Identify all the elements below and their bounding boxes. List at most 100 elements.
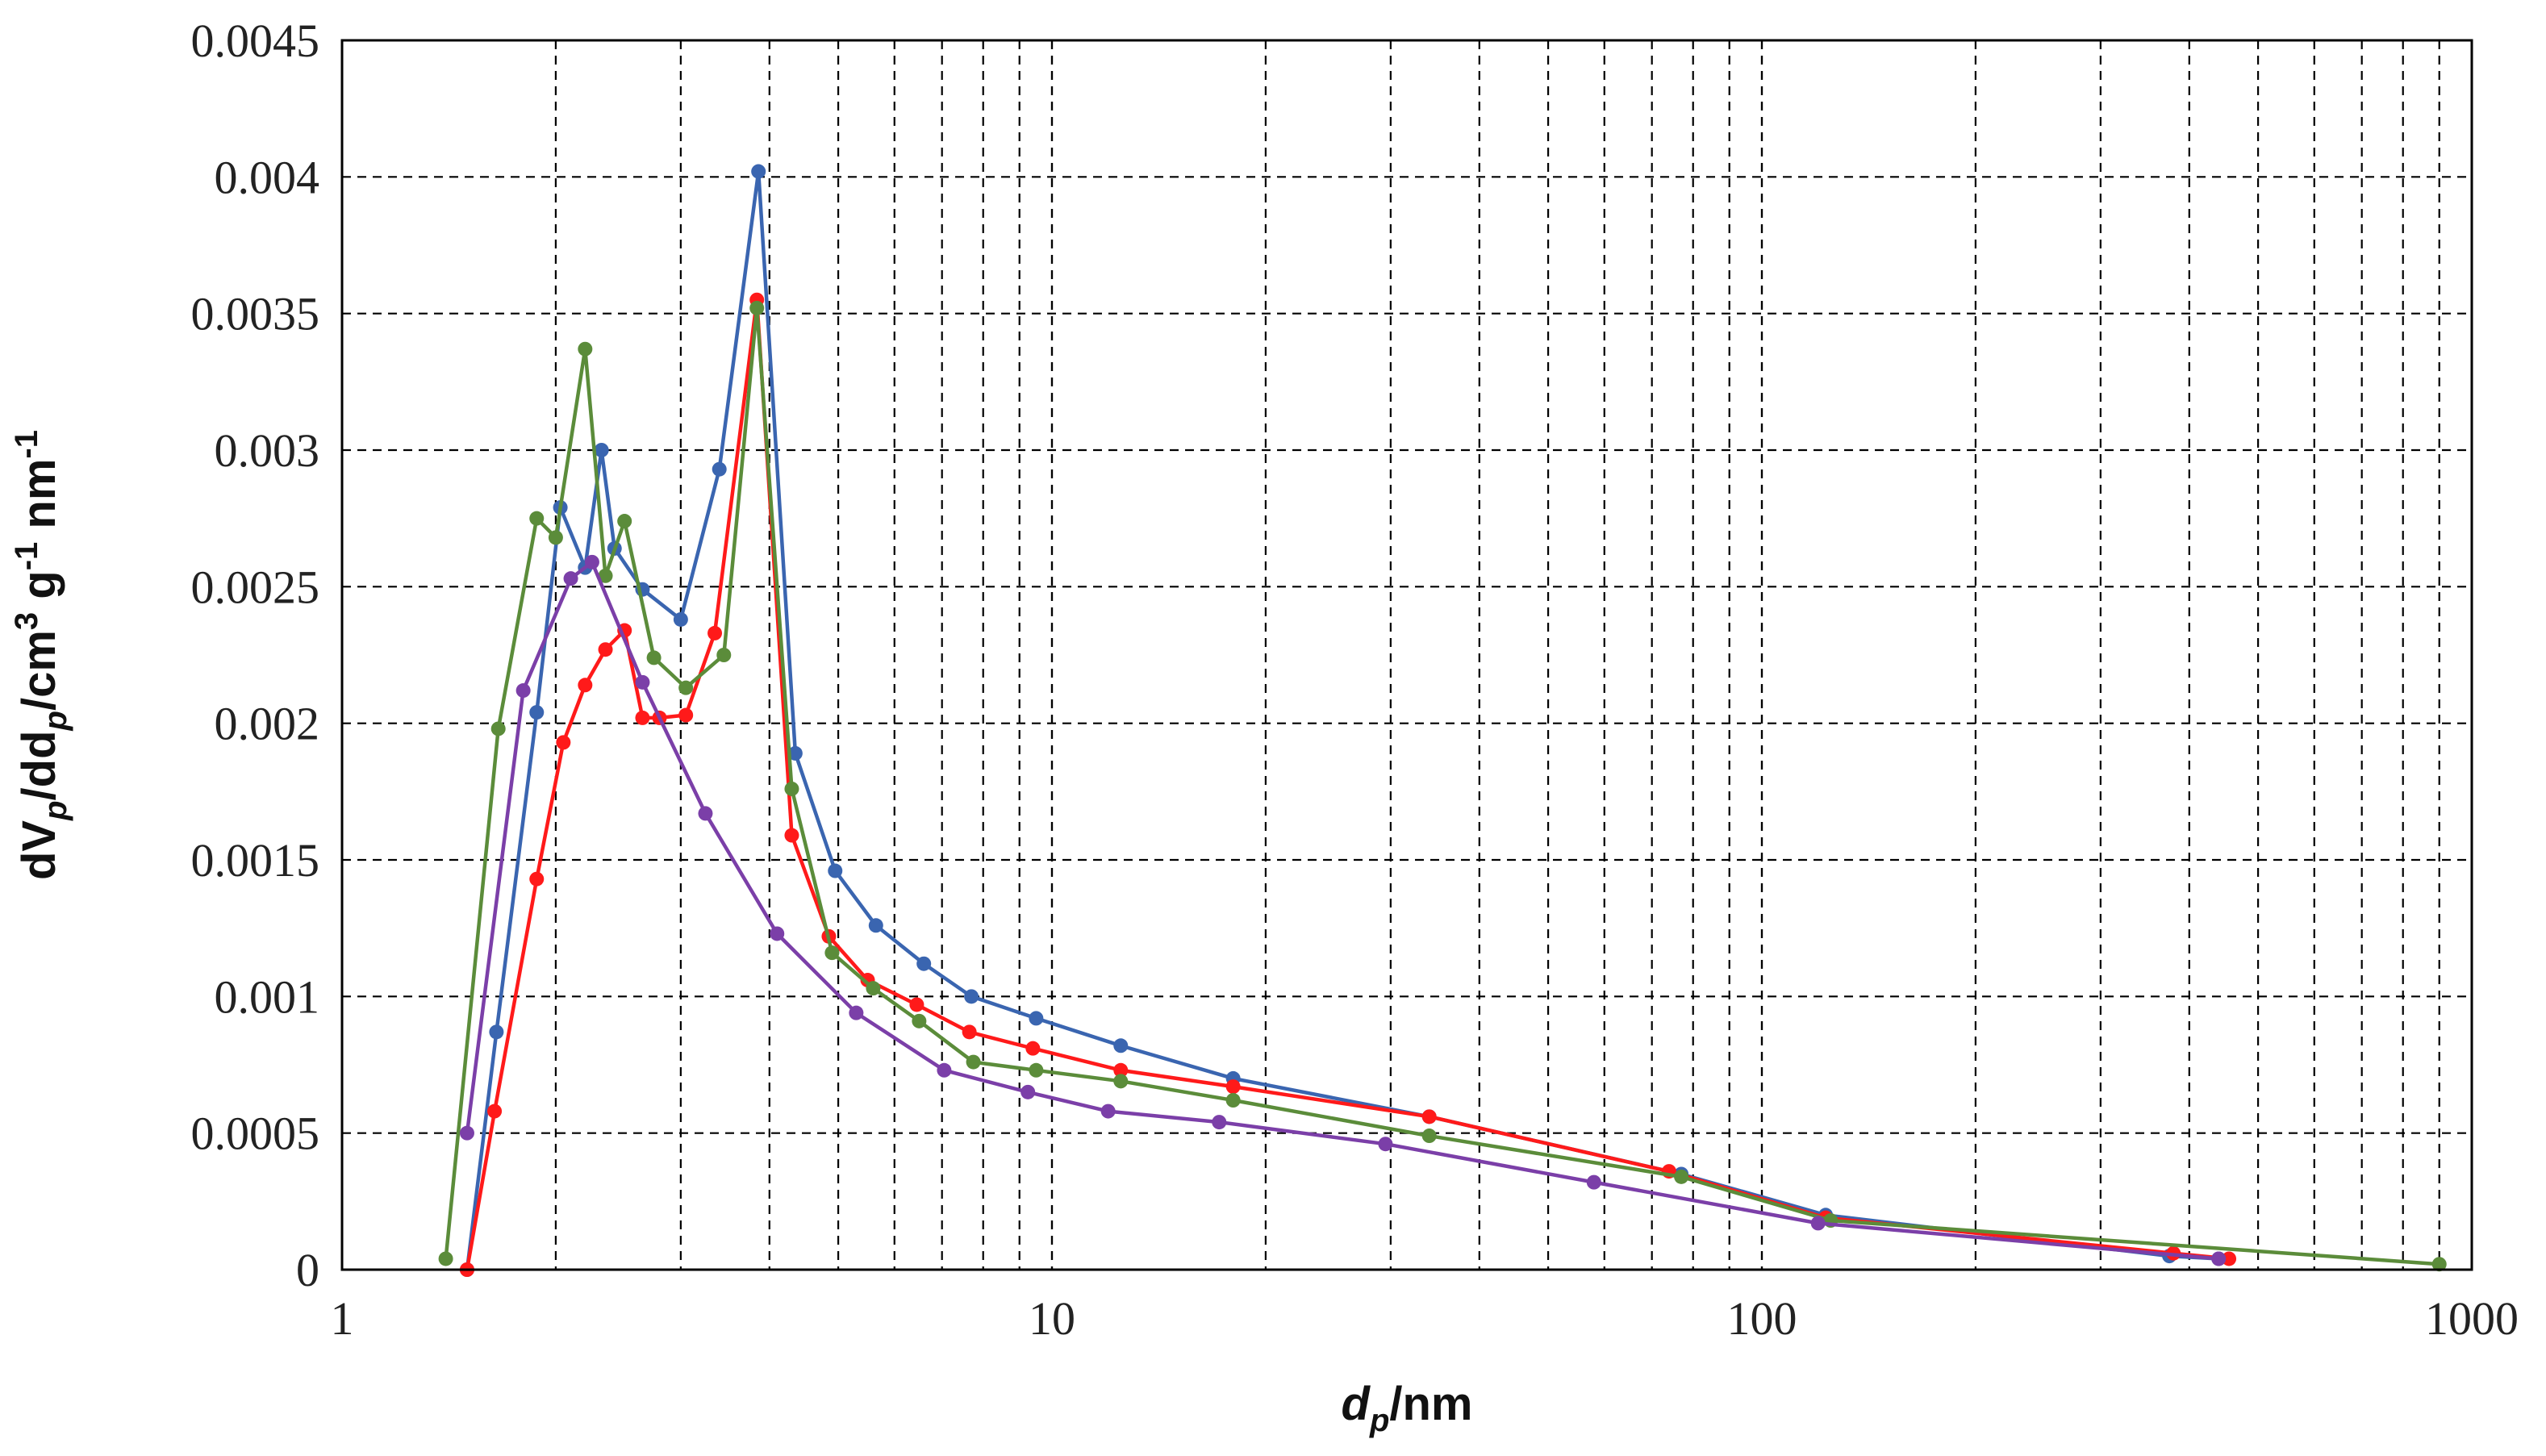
data-point bbox=[707, 625, 723, 640]
data-point bbox=[678, 680, 694, 695]
series-group bbox=[459, 292, 2237, 1277]
data-point bbox=[578, 341, 593, 357]
data-point bbox=[912, 1013, 927, 1028]
data-point bbox=[866, 981, 881, 996]
y-tick-label: 0.0005 bbox=[191, 1108, 320, 1160]
data-point bbox=[712, 461, 727, 477]
data-point bbox=[673, 611, 688, 627]
y-title-sup: -1 bbox=[9, 542, 44, 571]
data-point bbox=[937, 1062, 952, 1078]
x-axis-title-tail: /nm bbox=[1389, 1378, 1472, 1430]
data-point bbox=[749, 300, 765, 315]
data-point bbox=[2222, 1251, 2237, 1266]
data-point bbox=[529, 511, 545, 526]
grid-lines bbox=[340, 39, 2473, 1271]
data-point bbox=[515, 683, 531, 699]
y-title-part: nm bbox=[13, 459, 65, 542]
data-point bbox=[1378, 1137, 1393, 1152]
y-title-sup: -1 bbox=[9, 430, 44, 459]
data-point bbox=[1225, 1093, 1241, 1108]
y-tick-label: 0.002 bbox=[215, 698, 320, 750]
data-point bbox=[617, 514, 632, 529]
data-point bbox=[868, 918, 883, 933]
data-point bbox=[1029, 1062, 1044, 1078]
data-point bbox=[487, 1103, 503, 1119]
data-point bbox=[548, 530, 563, 545]
data-point bbox=[2211, 1251, 2227, 1266]
data-point bbox=[2431, 1257, 2447, 1272]
data-point bbox=[698, 806, 713, 821]
data-point bbox=[787, 745, 803, 761]
data-point bbox=[556, 735, 571, 750]
data-point bbox=[459, 1125, 474, 1141]
data-point bbox=[1212, 1115, 1227, 1130]
data-point bbox=[584, 554, 599, 569]
y-tick-label: 0.001 bbox=[215, 970, 320, 1023]
data-point bbox=[909, 997, 924, 1012]
data-point bbox=[1029, 1011, 1044, 1026]
data-point bbox=[1025, 1041, 1041, 1056]
data-point bbox=[784, 828, 799, 843]
data-point bbox=[529, 871, 545, 887]
plot-frame bbox=[340, 39, 2473, 1271]
data-point bbox=[678, 707, 694, 723]
data-point bbox=[964, 989, 979, 1004]
y-tick-labels: 0 0.0005 0.001 0.0015 0.002 0.0025 0.003 0.0035… bbox=[191, 15, 320, 1296]
data-point bbox=[770, 926, 785, 941]
x-tick-label: 10 bbox=[1029, 1292, 1075, 1345]
data-point bbox=[1674, 1169, 1689, 1184]
y-axis-title: dVp/ddp/cm3 g-1 nm-1 bbox=[9, 430, 73, 880]
data-point bbox=[1100, 1103, 1116, 1119]
data-point bbox=[849, 1005, 864, 1020]
data-point bbox=[578, 678, 593, 693]
y-tick-label: 0.004 bbox=[215, 151, 320, 203]
data-point bbox=[1225, 1079, 1241, 1095]
series-line bbox=[465, 298, 2230, 1270]
data-point bbox=[563, 571, 578, 586]
series-layer bbox=[438, 164, 2447, 1277]
y-title-sup: 3 bbox=[9, 612, 44, 630]
series-line bbox=[465, 560, 2219, 1261]
data-point bbox=[1113, 1074, 1129, 1089]
data-point bbox=[966, 1054, 981, 1070]
data-point bbox=[916, 956, 932, 971]
data-point bbox=[1810, 1216, 1826, 1231]
series-group bbox=[438, 300, 2447, 1272]
data-point bbox=[489, 1024, 504, 1040]
x-tick-label: 1 bbox=[331, 1292, 354, 1345]
y-title-part: /cm bbox=[13, 630, 65, 711]
y-tick-label: 0.0025 bbox=[191, 561, 320, 613]
data-point bbox=[1113, 1038, 1129, 1053]
data-point bbox=[635, 710, 650, 725]
y-title-sub: p bbox=[38, 800, 73, 820]
x-tick-label: 1000 bbox=[2425, 1292, 2519, 1345]
y-tick-label: 0.003 bbox=[215, 424, 320, 477]
data-point bbox=[635, 674, 650, 690]
data-point bbox=[784, 781, 799, 796]
y-tick-label: 0.0015 bbox=[191, 834, 320, 887]
y-tick-label: 0.0035 bbox=[191, 288, 320, 340]
y-tick-label: 0 bbox=[296, 1244, 319, 1296]
y-title-sub: p bbox=[38, 711, 73, 731]
x-axis-title-main: d bbox=[1342, 1378, 1371, 1430]
x-tick-labels: 1 10 100 1000 bbox=[331, 1292, 2519, 1345]
data-point bbox=[716, 648, 732, 662]
y-title-part: g bbox=[13, 570, 65, 612]
x-axis-title: dp/nm bbox=[1342, 1378, 1473, 1438]
data-point bbox=[490, 721, 506, 736]
x-axis-title-sub: p bbox=[1369, 1403, 1389, 1438]
data-point bbox=[646, 650, 662, 665]
data-point bbox=[1421, 1109, 1437, 1124]
y-title-part: /dd bbox=[13, 730, 65, 800]
data-point bbox=[751, 164, 766, 179]
x-tick-label: 100 bbox=[1727, 1292, 1797, 1345]
data-point bbox=[824, 945, 840, 961]
y-tick-label: 0.0045 bbox=[191, 15, 320, 67]
data-point bbox=[529, 705, 545, 720]
data-point bbox=[1020, 1084, 1036, 1099]
data-point bbox=[962, 1024, 977, 1040]
y-title-part: dV bbox=[13, 820, 65, 880]
data-point bbox=[598, 642, 613, 657]
series-group bbox=[459, 554, 2227, 1266]
